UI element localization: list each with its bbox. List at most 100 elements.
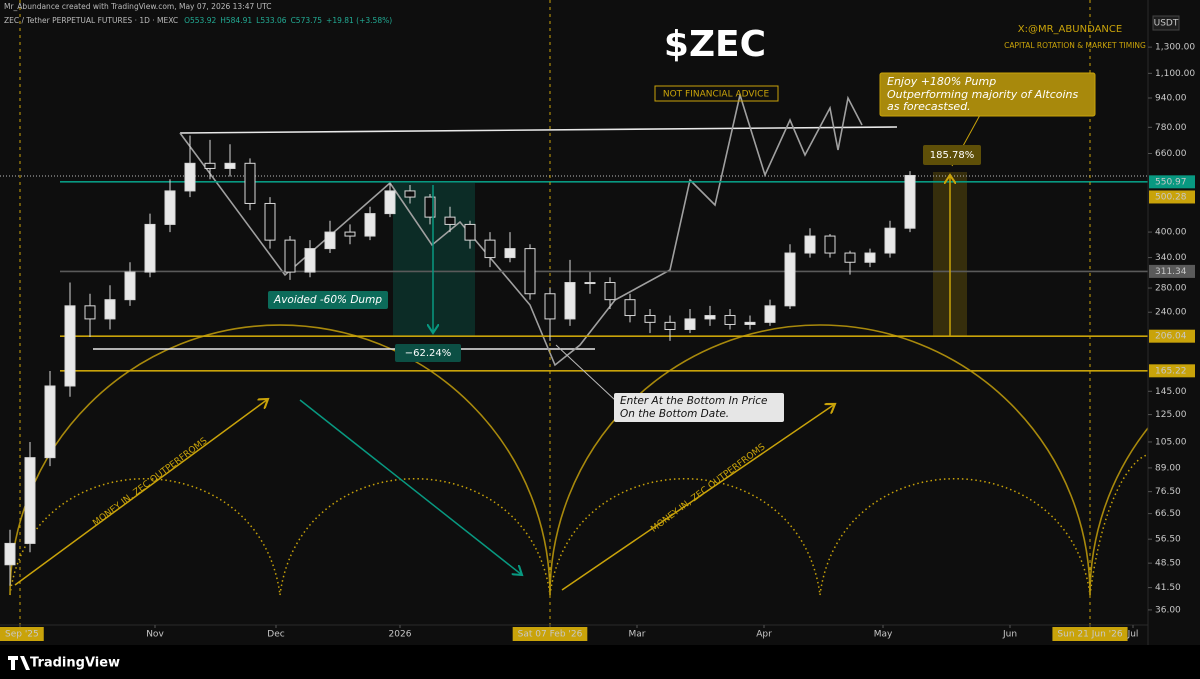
- price-label: 311.34: [1155, 267, 1187, 277]
- candles: [4, 135, 916, 586]
- candle-body: [224, 162, 236, 169]
- candle-body: [584, 282, 596, 285]
- tagline: CAPITAL ROTATION & MARKET TIMING: [1004, 41, 1146, 50]
- candle-body: [644, 315, 656, 323]
- y-tick-label: 76.50: [1155, 487, 1181, 497]
- ohlc-value: C573.75: [291, 16, 323, 25]
- price-label: 550.97: [1155, 177, 1187, 187]
- candle-body: [524, 248, 536, 295]
- x-tick-label: Sun 21 Jun '26: [1057, 630, 1122, 640]
- price-label-box: [1149, 190, 1195, 204]
- candle-body: [264, 202, 276, 241]
- price-label: 500.28: [1155, 192, 1187, 202]
- candle-body: [744, 321, 756, 325]
- major-cycle-arcs: [9, 324, 1149, 596]
- price-label: 165.22: [1155, 366, 1187, 376]
- pump-measure-label-box: [923, 145, 981, 165]
- candle-body: [364, 213, 376, 237]
- candle-body: [144, 223, 156, 273]
- candle-body: [184, 162, 196, 192]
- y-tick-label: 89.00: [1155, 463, 1181, 473]
- candle-body: [624, 299, 636, 317]
- candle-body: [464, 223, 476, 241]
- ohlc-value: +19.81 (+3.58%): [326, 16, 392, 25]
- y-tick-label: 400.00: [1155, 228, 1187, 238]
- x-tick-highlight: [0, 627, 44, 641]
- pump-callout: as forecastsed.: [887, 100, 971, 113]
- y-tick-label: 780.00: [1155, 123, 1187, 133]
- candle-body: [404, 190, 416, 198]
- bottom-callout: Enter At the Bottom In Price: [620, 395, 767, 407]
- y-tick-label: 56.50: [1155, 535, 1181, 545]
- candle-body: [484, 239, 496, 259]
- dump-measure-label-box: [395, 344, 461, 362]
- x-tick-label: Nov: [146, 630, 164, 640]
- ohlc-value: O553.92: [184, 16, 216, 25]
- pump-callout-box: [879, 72, 1096, 117]
- bottom-callout: On the Bottom Date.: [620, 408, 729, 420]
- candle-body: [764, 305, 776, 323]
- candle-body: [64, 305, 76, 387]
- x-tick-label: Jun: [1002, 630, 1017, 640]
- candle-body: [824, 235, 836, 254]
- x-tick-highlight: [512, 627, 588, 641]
- candle-body: [684, 318, 696, 330]
- y-tick-label: 340.00: [1155, 253, 1187, 263]
- candle-body: [664, 321, 676, 330]
- candle-body: [324, 231, 336, 250]
- candle-body: [564, 282, 576, 320]
- candle-body: [804, 235, 816, 254]
- disclaimer: NOT FINANCIAL ADVICE: [663, 90, 770, 100]
- candle-body: [84, 305, 96, 320]
- candle-body: [444, 216, 456, 225]
- pump-measure-label: 185.78%: [930, 150, 975, 161]
- candle-body: [784, 252, 796, 307]
- disclaimer-box: [654, 85, 779, 102]
- dump-callout: Avoided -60% Dump: [273, 294, 382, 306]
- candle-body: [884, 227, 896, 254]
- y-tick-label: 36.00: [1155, 605, 1181, 615]
- pump-callout: Enjoy +180% Pump: [887, 75, 996, 88]
- candle-body: [384, 190, 396, 215]
- phase-arrow: [561, 404, 835, 591]
- symbol: ZEC / Tether PERPETUAL FUTURES · 1D · ME…: [4, 16, 178, 25]
- brand: TradingView: [30, 656, 120, 671]
- author: X:@MR_ABUNDANCE: [1018, 24, 1122, 35]
- phase-arrow: [299, 399, 522, 575]
- candle-body: [164, 190, 176, 225]
- y-tick-label: 940.00: [1155, 94, 1187, 104]
- x-tick-label: Apr: [756, 630, 772, 640]
- candle-body: [24, 457, 36, 544]
- candle-body: [724, 315, 736, 325]
- y-tick-label: 280.00: [1155, 284, 1187, 294]
- candle-body: [504, 248, 516, 259]
- dump-measure-label: −62.24%: [405, 348, 452, 359]
- currency-box: [1152, 15, 1180, 31]
- pump-callout: Outperforming majority of Altcoins: [887, 88, 1079, 101]
- x-tick-label: Mar: [629, 630, 646, 640]
- x-tick-label: Sep '25: [5, 630, 39, 640]
- candle-body: [704, 315, 716, 320]
- candle-body: [284, 239, 296, 273]
- y-tick-label: 145.00: [1155, 387, 1187, 397]
- brand-logo: [8, 656, 30, 670]
- candle-body: [864, 252, 876, 263]
- candle-body: [304, 248, 316, 273]
- currency: USDT: [1154, 19, 1179, 29]
- y-tick-label: 660.00: [1155, 149, 1187, 159]
- y-tick-label: 41.50: [1155, 583, 1181, 593]
- price-label-box: [1149, 364, 1195, 378]
- y-tick-label: 48.50: [1155, 559, 1181, 569]
- candle-body: [44, 385, 56, 459]
- y-tick-label: 1,100.00: [1155, 69, 1195, 79]
- candle-body: [244, 162, 256, 204]
- price-label-box: [1149, 329, 1195, 343]
- candle-body: [904, 174, 916, 229]
- footer: [0, 645, 1200, 679]
- ohlc-value: H584.91: [220, 16, 252, 25]
- candle-body: [424, 196, 436, 218]
- price-label: 206.04: [1155, 332, 1187, 342]
- price-axis: [1148, 0, 1200, 645]
- ohlc-value: L533.06: [256, 16, 287, 25]
